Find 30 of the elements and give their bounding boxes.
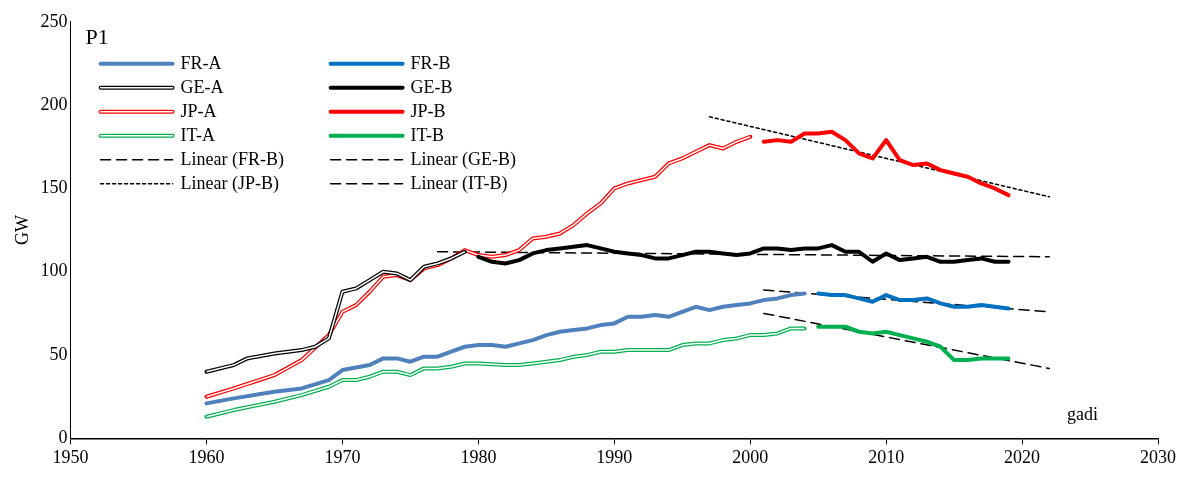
x-tick-label: 1950	[52, 446, 89, 467]
y-tick-label: 0	[58, 427, 68, 448]
y-tick-label: 100	[40, 260, 68, 281]
legend-label: Linear (IT-B)	[410, 172, 508, 194]
x-tick-label: 1990	[596, 446, 633, 467]
legend-label: Linear (FR-B)	[180, 148, 285, 170]
x-tick-label: 1960	[188, 446, 225, 467]
legend-label: Linear (GE-B)	[410, 148, 517, 170]
x-tick-label: 2010	[868, 446, 905, 467]
x-tick-label: 1970	[324, 446, 361, 467]
x-tick-label: 1980	[460, 446, 497, 467]
y-tick-label: 250	[40, 10, 68, 31]
legend-label: JP-A	[180, 100, 217, 121]
y-tick-label: 50	[49, 343, 68, 364]
y-axis-title: GW	[11, 215, 32, 246]
legend-label: GE-B	[410, 76, 453, 97]
legend-label: Linear (JP-B)	[180, 172, 280, 194]
x-tick-label: 2030	[1140, 446, 1176, 467]
x-axis-title: gadi	[1067, 404, 1098, 425]
y-tick-label: 150	[40, 177, 68, 198]
chart-title: P1	[85, 23, 109, 49]
legend-label: IT-A	[180, 124, 215, 145]
legend-label: JP-B	[410, 100, 446, 121]
x-tick-label: 2020	[1004, 446, 1041, 467]
legend-label: GE-A	[180, 76, 224, 97]
legend-label: FR-A	[180, 52, 222, 73]
x-tick-label: 2000	[732, 446, 769, 467]
legend-label: FR-B	[410, 52, 451, 73]
y-tick-label: 200	[40, 93, 68, 114]
legend-label: IT-B	[410, 124, 444, 145]
